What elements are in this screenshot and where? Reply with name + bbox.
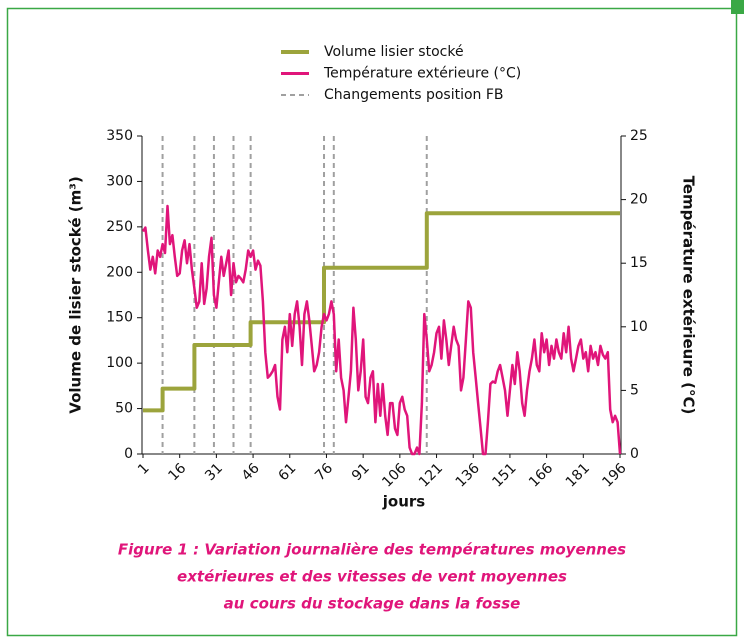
legend-label: Changements position FB <box>324 87 504 103</box>
series-line <box>143 211 620 413</box>
frame <box>6 7 738 637</box>
y2-tick-label: 15 <box>630 255 648 271</box>
series-line <box>141 204 622 456</box>
caption-line: extérieures et des vitesses de vent moye… <box>177 568 567 586</box>
y-axis-label: Volume de lisier stocké (m³) <box>67 176 85 413</box>
legend-label: Volume lisier stocké <box>324 44 464 60</box>
y-tick-label: 100 <box>106 355 133 371</box>
y-tick-label: 200 <box>106 264 133 280</box>
y-tick-label: 0 <box>124 446 133 462</box>
caption-line: au cours du stockage dans la fosse <box>224 595 521 613</box>
y2-tick-label: 10 <box>630 319 648 335</box>
y2-tick-label: 5 <box>630 382 639 398</box>
x-axis-label: jours <box>382 493 426 511</box>
y2-axis-label: Température extérieure (°C) <box>680 176 698 415</box>
y-tick-label: 350 <box>106 128 133 144</box>
caption-line: Figure 1 : Variation journalière des tem… <box>118 541 626 559</box>
y2-tick-label: 0 <box>630 446 639 462</box>
y-tick-label: 250 <box>106 219 133 235</box>
corner-tab <box>731 0 744 14</box>
y2-tick-label: 20 <box>630 192 648 208</box>
y-tick-label: 50 <box>115 401 133 417</box>
y2-tick-label: 25 <box>630 128 648 144</box>
y-tick-label: 150 <box>106 310 133 326</box>
y-tick-label: 300 <box>106 173 133 189</box>
legend-label: Température extérieure (°C) <box>323 66 521 82</box>
